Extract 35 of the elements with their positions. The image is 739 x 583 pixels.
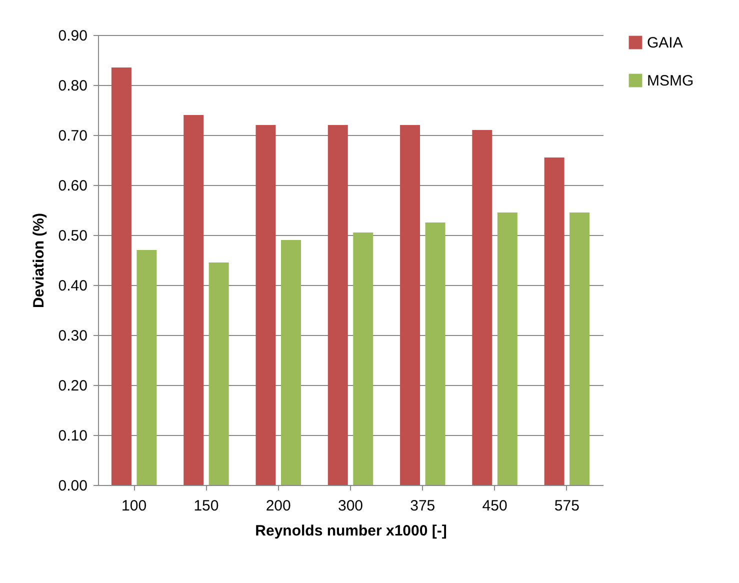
x-tick-label: 150 xyxy=(194,498,219,514)
bar xyxy=(328,125,348,485)
bar xyxy=(570,212,590,485)
y-tick-label: 0.30 xyxy=(58,328,88,344)
x-tick-label: 575 xyxy=(554,498,580,514)
x-tick-label: 100 xyxy=(122,498,147,514)
bar xyxy=(400,125,420,485)
bar xyxy=(208,262,229,485)
bar xyxy=(136,250,157,485)
bar xyxy=(353,232,374,485)
y-tick-label: 0.00 xyxy=(58,478,88,494)
legend-label: GAIA xyxy=(647,34,683,52)
y-tick-label: 0.40 xyxy=(58,278,88,294)
bar xyxy=(184,115,204,485)
bar xyxy=(111,68,132,485)
x-tick-label: 300 xyxy=(338,498,364,514)
bar xyxy=(497,212,518,485)
y-tick-label: 0.10 xyxy=(58,428,88,444)
bar xyxy=(280,240,301,485)
y-tick-label: 0.80 xyxy=(58,78,88,94)
x-axis-title: Reynolds number x1000 [-] xyxy=(255,522,447,540)
bar xyxy=(472,130,492,485)
bar xyxy=(425,222,446,485)
y-tick-label: 0.90 xyxy=(58,28,88,44)
x-tick-label: 375 xyxy=(410,498,436,514)
y-tick-label: 0.20 xyxy=(58,378,88,394)
bar xyxy=(256,125,276,485)
x-tick-label: 200 xyxy=(266,498,291,514)
y-tick-label: 0.70 xyxy=(58,128,88,144)
y-axis-title: Deviation (%) xyxy=(30,212,48,308)
legend-label: MSMG xyxy=(647,72,694,90)
x-tick-label: 450 xyxy=(482,498,508,514)
y-tick-label: 0.60 xyxy=(58,178,88,194)
bar xyxy=(544,158,564,485)
y-tick-label: 0.50 xyxy=(58,228,88,244)
